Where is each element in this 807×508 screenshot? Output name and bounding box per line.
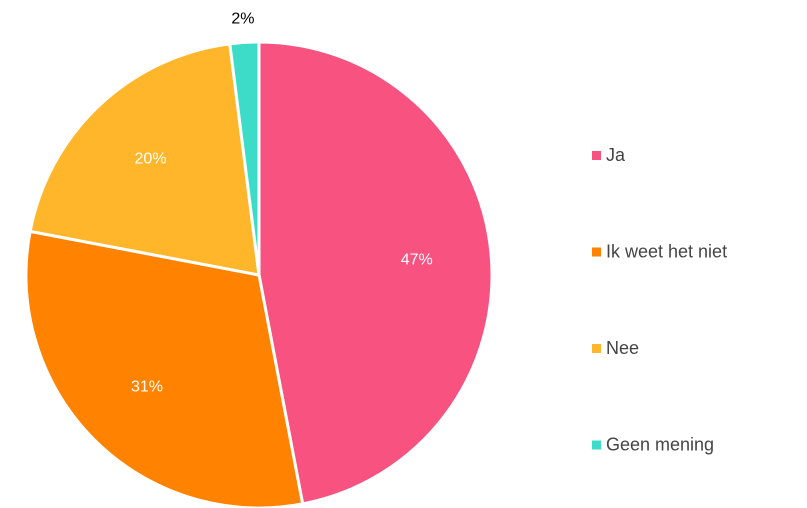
pie-slice <box>28 42 261 277</box>
legend-label: Ja <box>606 145 626 165</box>
legend-swatch <box>592 344 601 353</box>
legend-label: Ik weet het niet <box>606 241 727 261</box>
pie-slice <box>257 40 494 506</box>
legend-label: Nee <box>606 338 639 358</box>
pie-slice <box>24 229 305 508</box>
pie-slice <box>228 40 261 277</box>
legend-swatch <box>592 247 601 257</box>
data-label: 20% <box>135 151 167 168</box>
data-label: 2% <box>231 10 254 27</box>
legend-swatch <box>592 151 601 160</box>
data-label: 31% <box>131 378 163 395</box>
data-label: 47% <box>401 251 433 268</box>
legend-label: Geen mening <box>606 434 714 454</box>
legend-swatch <box>592 440 601 450</box>
